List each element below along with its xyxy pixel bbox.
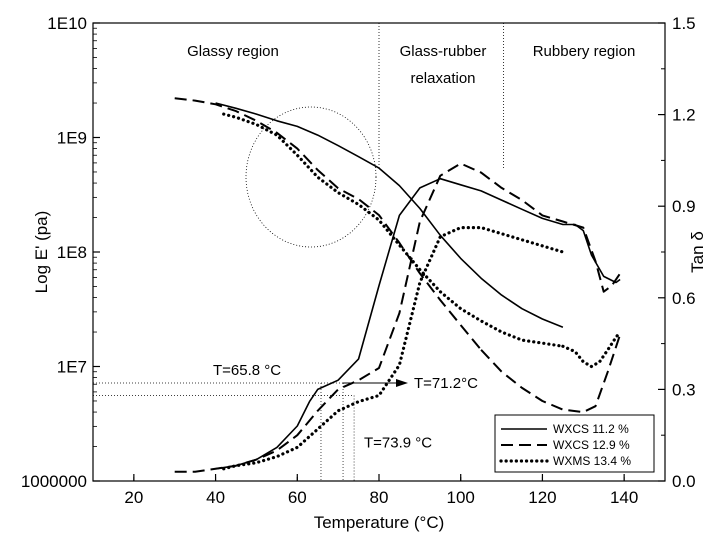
series-line-wxms-13-4-modulus xyxy=(222,112,565,348)
region-markers xyxy=(245,23,505,248)
y-left-tick-label-3: 1E9 xyxy=(57,129,87,148)
series-line-wxms-13-4-tan_delta xyxy=(222,226,565,471)
annotation-t739: T=73.9 °C xyxy=(364,435,432,452)
y-right-tick-label-5: 1.5 xyxy=(672,14,696,33)
y-left-tick-label-4: 1E10 xyxy=(47,14,87,33)
y-right-axis-title: Tan δ xyxy=(688,231,707,273)
y-right-tick-label-2: 0.6 xyxy=(672,289,696,308)
x-tick-label-80: 80 xyxy=(370,488,389,507)
axis-ticks xyxy=(93,22,665,482)
y-left-tick-label-0: 1000000 xyxy=(21,472,87,491)
annotation-guides xyxy=(93,378,408,481)
x-tick-label-20: 20 xyxy=(124,488,143,507)
legend-label-wxcs-11-2: WXCS 11.2 % xyxy=(553,422,629,436)
series-line-wxcs-11-2-tan_delta xyxy=(215,177,621,470)
annotation-arrow-head xyxy=(396,378,408,387)
x-tick-label-40: 40 xyxy=(206,488,225,507)
series-lines xyxy=(174,97,622,473)
chart-text: Glassy region Glass-rubber relaxation Rubbe… xyxy=(21,14,707,532)
highlight-circle xyxy=(245,106,377,248)
series-line-wxcs-11-2-modulus xyxy=(215,102,564,329)
annotation-t658: T=65.8 °C xyxy=(213,362,281,379)
y-right-tick-label-3: 0.9 xyxy=(672,197,696,216)
y-right-tick-label-0: 0.0 xyxy=(672,472,696,491)
region-label-glassy: Glassy region xyxy=(187,43,279,60)
x-tick-label-140: 140 xyxy=(610,488,638,507)
y-right-tick-label-1: 0.3 xyxy=(672,380,696,399)
x-tick-label-100: 100 xyxy=(447,488,475,507)
series-tail-wxcs-12-9-modulus-tail xyxy=(480,334,622,414)
y-right-tick-label-4: 1.2 xyxy=(672,106,696,125)
legend-label-wxms-13-4: WXMS 13.4 % xyxy=(553,454,631,468)
y-left-tick-label-2: 1E8 xyxy=(57,243,87,262)
region-label-relaxation: relaxation xyxy=(410,70,475,87)
annotation-t712: T=71.2°C xyxy=(414,375,478,392)
legend: WXCS 11.2 % WXCS 12.9 % WXMS 13.4 % xyxy=(494,414,655,473)
x-tick-label-120: 120 xyxy=(528,488,556,507)
legend-label-wxcs-12-9: WXCS 12.9 % xyxy=(553,438,630,452)
region-label-rubbery: Rubbery region xyxy=(533,43,636,60)
series-line-wxcs-12-9-tan_delta xyxy=(174,162,621,473)
x-tick-label-60: 60 xyxy=(288,488,307,507)
series-tail-wxms-13-4-modulus-tail xyxy=(561,330,622,369)
region-label-glass-rubber: Glass-rubber xyxy=(400,43,487,60)
y-left-tick-label-1: 1E7 xyxy=(57,358,87,377)
x-axis-title: Temperature (°C) xyxy=(314,513,445,532)
y-left-axis-title: Log E' (pa) xyxy=(32,211,51,294)
series-line-wxcs-12-9-modulus xyxy=(174,97,482,351)
